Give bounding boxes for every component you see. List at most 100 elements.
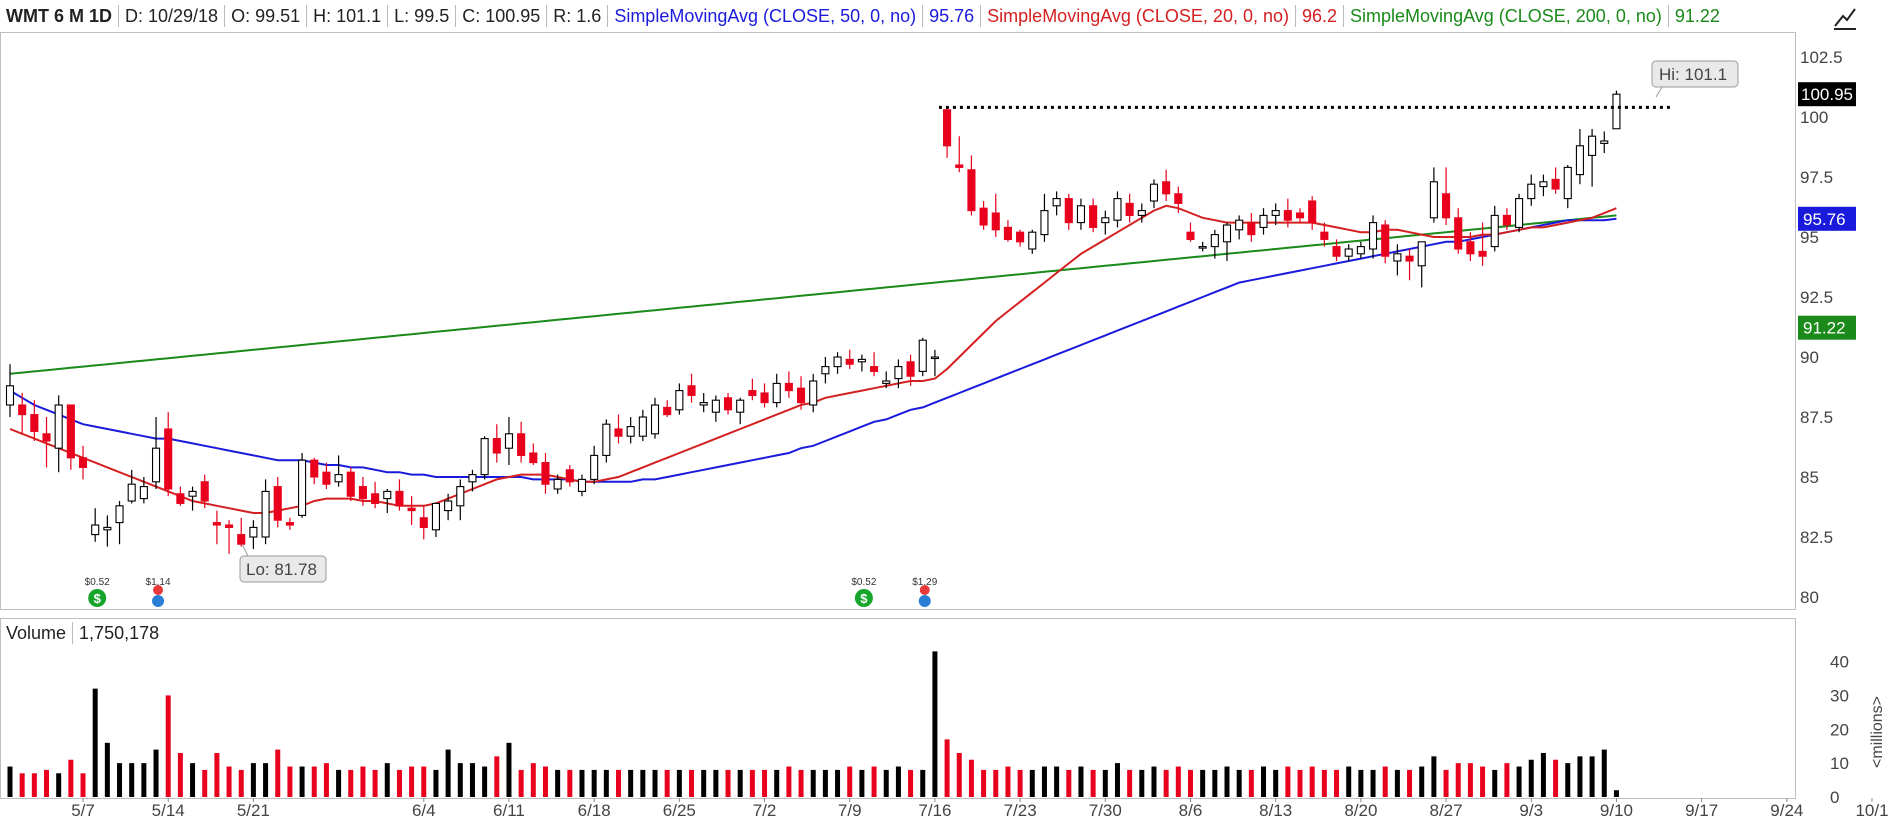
candle[interactable] (857, 354, 866, 372)
volume-bar[interactable] (409, 766, 415, 797)
volume-bar[interactable] (177, 752, 183, 797)
candle[interactable] (1162, 169, 1171, 201)
volume-bar[interactable] (1175, 766, 1181, 797)
volume-bar[interactable] (360, 766, 366, 797)
candle[interactable] (1283, 198, 1292, 228)
volume-bar[interactable] (44, 769, 50, 797)
volume-bar[interactable] (141, 763, 147, 797)
volume-bar[interactable] (1334, 769, 1340, 797)
volume-bar[interactable] (1187, 769, 1193, 797)
candle[interactable] (383, 489, 392, 513)
volume-bar[interactable] (202, 769, 208, 797)
candle[interactable] (614, 414, 623, 444)
candle[interactable] (1442, 167, 1451, 225)
volume-bar[interactable] (1248, 769, 1254, 797)
earnings-marker[interactable]: $1.29 (912, 577, 938, 607)
volume-bar[interactable] (1005, 766, 1011, 797)
candle[interactable] (1113, 191, 1122, 228)
candle[interactable] (212, 510, 221, 545)
volume-bar[interactable] (1601, 749, 1607, 797)
volume-bar[interactable] (652, 769, 658, 797)
candle[interactable] (1016, 229, 1025, 247)
volume-bar[interactable] (372, 769, 378, 797)
volume-bar[interactable] (603, 769, 609, 797)
candle[interactable] (1466, 232, 1475, 261)
volume-bar[interactable] (1382, 766, 1388, 797)
volume-bar[interactable] (908, 769, 914, 797)
candle[interactable] (18, 393, 27, 434)
candle[interactable] (1551, 167, 1560, 194)
volume-bar[interactable] (1151, 766, 1157, 797)
volume-bar[interactable] (518, 769, 524, 797)
candle[interactable] (1259, 208, 1268, 235)
candle[interactable] (1101, 210, 1110, 235)
volume-bar[interactable] (847, 766, 853, 797)
volume-bar[interactable] (1407, 769, 1413, 797)
candle[interactable] (139, 477, 148, 504)
candle[interactable] (103, 515, 112, 547)
volume-bar[interactable] (664, 769, 670, 797)
candle[interactable] (371, 481, 380, 509)
candle[interactable] (541, 453, 550, 494)
volume-bar[interactable] (762, 769, 768, 797)
candle[interactable] (650, 397, 660, 439)
volume-bar[interactable] (810, 769, 816, 797)
earnings-marker[interactable]: $1.14 (146, 577, 171, 607)
candle[interactable] (431, 502, 441, 537)
candle[interactable] (711, 395, 720, 422)
volume-bar[interactable] (275, 749, 281, 797)
candle[interactable] (955, 136, 964, 173)
volume-bar[interactable] (1516, 766, 1522, 797)
candle[interactable] (1368, 215, 1378, 259)
candle[interactable] (906, 354, 915, 386)
candle[interactable] (492, 424, 501, 463)
candle[interactable] (334, 455, 343, 487)
candle[interactable] (1186, 222, 1195, 242)
candle[interactable] (699, 393, 708, 413)
volume-bar[interactable] (1090, 769, 1096, 797)
candle[interactable] (188, 486, 197, 511)
candle[interactable] (1575, 129, 1584, 185)
volume-bar[interactable] (1480, 766, 1486, 797)
volume-bar[interactable] (506, 742, 512, 797)
volume-bar[interactable] (1054, 766, 1060, 797)
candle[interactable] (565, 465, 574, 487)
volume-bar[interactable] (445, 749, 451, 797)
volume-bar[interactable] (689, 769, 695, 797)
candle[interactable] (991, 193, 1000, 237)
candle[interactable] (1174, 186, 1183, 213)
volume-bar[interactable] (1553, 759, 1559, 797)
candle[interactable] (358, 477, 367, 506)
candle[interactable] (1563, 165, 1572, 209)
sma50-study-label[interactable]: SimpleMovingAvg (CLOSE, 50, 0, no) (608, 5, 924, 27)
candle[interactable] (772, 373, 781, 408)
volume-bar[interactable] (1285, 766, 1291, 797)
volume-bar[interactable] (56, 773, 62, 797)
candle[interactable] (1040, 193, 1049, 242)
candle[interactable] (407, 496, 416, 525)
candle[interactable] (943, 107, 952, 158)
candle[interactable] (821, 357, 830, 384)
volume-bar[interactable] (1565, 763, 1571, 797)
candle[interactable] (1222, 222, 1232, 261)
volume-bar[interactable] (628, 769, 634, 797)
volume-bar[interactable] (920, 769, 926, 797)
candle[interactable] (310, 457, 319, 485)
candle[interactable] (261, 479, 270, 545)
candle[interactable] (870, 352, 879, 377)
volume-bar[interactable] (1394, 769, 1400, 797)
volume-bar[interactable] (895, 766, 901, 797)
volume-bar[interactable] (153, 749, 159, 797)
candle[interactable] (1003, 220, 1012, 242)
candle[interactable] (1089, 198, 1098, 233)
volume-bar[interactable] (1589, 756, 1595, 797)
candle[interactable] (845, 349, 854, 369)
volume-bar[interactable] (1139, 769, 1145, 797)
candle[interactable] (5, 364, 15, 417)
candle[interactable] (1076, 198, 1086, 230)
candle[interactable] (1393, 244, 1402, 276)
candle[interactable] (663, 400, 672, 417)
candle[interactable] (553, 474, 562, 494)
candle[interactable] (1247, 213, 1256, 242)
